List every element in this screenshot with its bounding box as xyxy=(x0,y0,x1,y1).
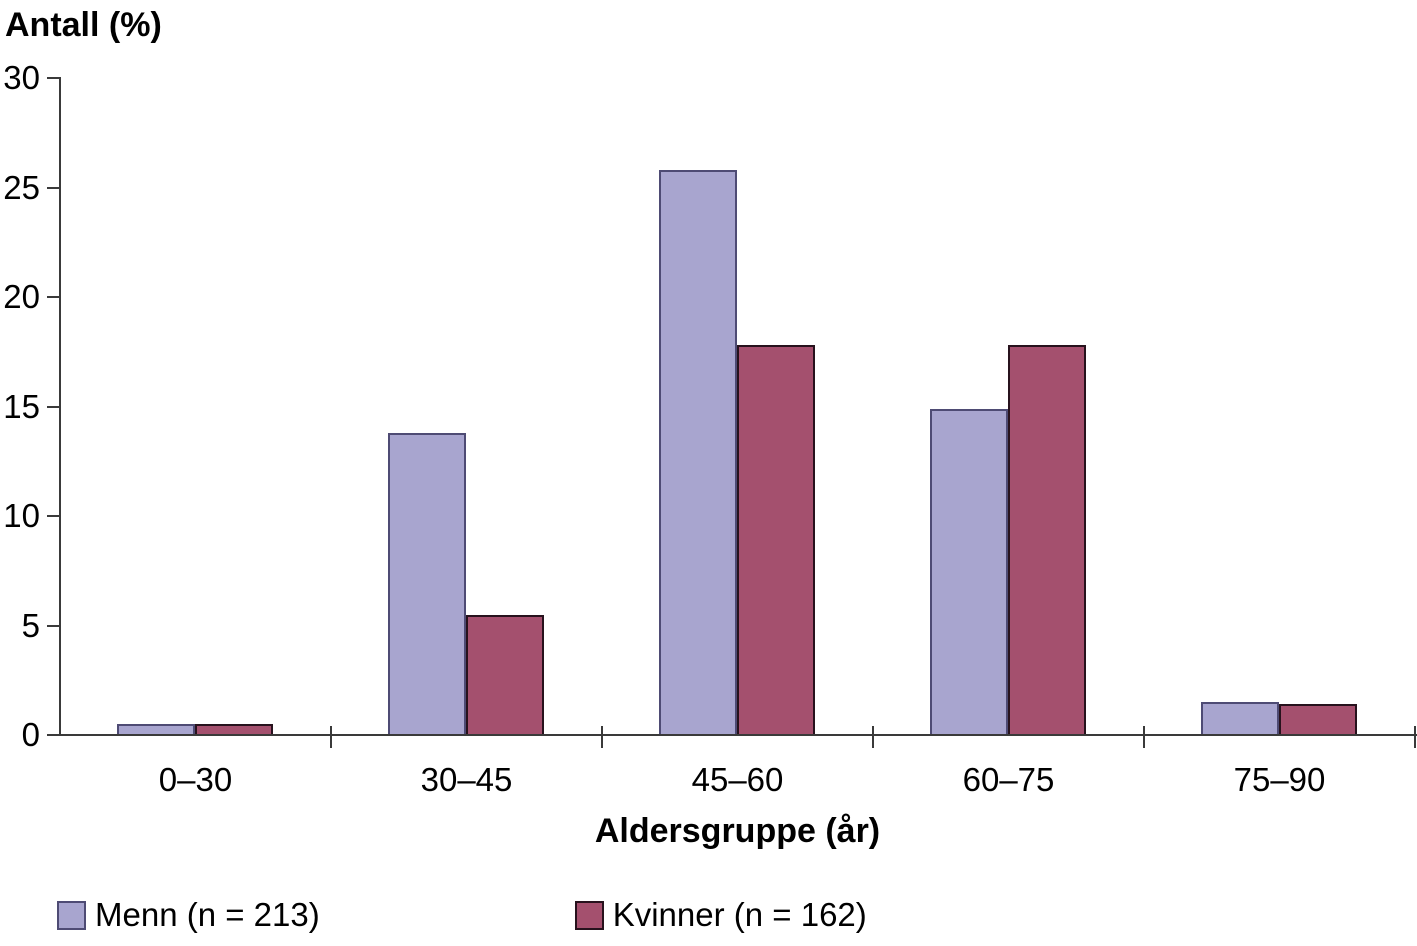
y-tick-20 xyxy=(47,296,60,298)
category-label-0-30: 0–30 xyxy=(158,761,233,798)
bar-menn-75-90 xyxy=(1201,702,1279,735)
bar-kvinner-60-75 xyxy=(1008,345,1086,735)
y-tick-10 xyxy=(47,515,60,517)
bar-kvinner-0-30 xyxy=(195,724,273,735)
y-tick-label-5: 5 xyxy=(21,606,40,644)
legend-item-menn: Menn (n = 213) xyxy=(57,895,320,935)
category-label-45-60: 45–60 xyxy=(691,761,784,798)
bar-menn-45-60 xyxy=(659,170,737,735)
x-axis-line xyxy=(59,734,1417,736)
y-tick-0 xyxy=(47,734,60,736)
x-tick-2 xyxy=(601,726,603,748)
legend-item-kvinner: Kvinner (n = 162) xyxy=(574,895,867,935)
x-axis-title: Aldersgruppe (år) xyxy=(594,812,881,850)
y-tick-label-15: 15 xyxy=(3,387,40,425)
bar-kvinner-75-90 xyxy=(1279,704,1357,735)
y-axis-line xyxy=(59,77,61,736)
legend-label-kvinner: Kvinner (n = 162) xyxy=(612,896,867,933)
y-tick-label-0: 0 xyxy=(21,716,40,753)
category-label-75-90: 75–90 xyxy=(1233,761,1326,798)
y-tick-label-30: 30 xyxy=(3,59,40,96)
bar-kvinner-30-45 xyxy=(466,615,544,735)
x-tick-3 xyxy=(872,726,874,748)
bar-menn-0-30 xyxy=(117,724,195,735)
legend-label-menn: Menn (n = 213) xyxy=(95,896,320,933)
y-axis-title: Antall (%) xyxy=(5,6,162,44)
x-tick-4 xyxy=(1143,726,1145,748)
bar-menn-60-75 xyxy=(930,409,1008,735)
category-label-60-75: 60–75 xyxy=(962,761,1055,798)
y-tick-label-25: 25 xyxy=(3,168,40,206)
legend-swatch-menn xyxy=(57,900,86,930)
legend: Menn (n = 213) Kvinner (n = 162) xyxy=(57,895,867,935)
y-tick-label-10: 10 xyxy=(3,497,40,534)
y-tick-label-20: 20 xyxy=(3,278,40,315)
y-tick-15 xyxy=(47,405,60,408)
y-tick-30 xyxy=(47,77,60,79)
x-tick-5 xyxy=(1414,726,1416,748)
category-label-30-45: 30–45 xyxy=(420,761,513,798)
bar-menn-30-45 xyxy=(388,433,466,735)
y-tick-25 xyxy=(47,186,60,189)
bar-kvinner-45-60 xyxy=(737,345,815,735)
legend-swatch-kvinner xyxy=(574,900,604,930)
y-tick-5 xyxy=(47,624,60,627)
x-tick-1 xyxy=(330,726,332,748)
